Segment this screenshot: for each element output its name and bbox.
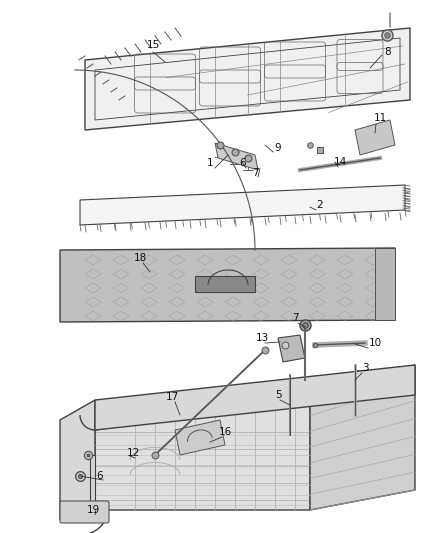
Polygon shape: [355, 120, 395, 155]
Polygon shape: [215, 143, 258, 170]
Text: 7: 7: [252, 168, 258, 178]
Text: 19: 19: [86, 505, 99, 515]
Text: 2: 2: [317, 200, 323, 210]
Text: 11: 11: [373, 113, 387, 123]
Text: 7: 7: [292, 313, 298, 323]
Text: 5: 5: [275, 390, 281, 400]
Polygon shape: [278, 335, 305, 362]
Polygon shape: [85, 28, 410, 130]
Text: 3: 3: [362, 363, 368, 373]
Polygon shape: [310, 365, 415, 510]
Text: 16: 16: [219, 427, 232, 437]
Text: 18: 18: [134, 253, 147, 263]
Polygon shape: [175, 420, 225, 455]
Polygon shape: [80, 185, 405, 225]
Text: 1: 1: [207, 158, 213, 168]
Text: 10: 10: [368, 338, 381, 348]
Polygon shape: [60, 400, 95, 520]
Polygon shape: [60, 248, 395, 322]
Polygon shape: [90, 455, 95, 510]
Polygon shape: [95, 400, 310, 510]
Text: 8: 8: [385, 47, 391, 57]
Text: 9: 9: [275, 143, 281, 153]
Polygon shape: [195, 276, 255, 292]
Text: 17: 17: [166, 392, 179, 402]
Text: 6: 6: [240, 158, 246, 168]
Polygon shape: [375, 248, 395, 320]
Text: 14: 14: [333, 157, 346, 167]
Text: 15: 15: [146, 40, 159, 50]
Polygon shape: [95, 365, 415, 430]
FancyBboxPatch shape: [60, 501, 109, 523]
Text: 12: 12: [127, 448, 140, 458]
Text: 13: 13: [255, 333, 268, 343]
Text: 6: 6: [97, 471, 103, 481]
